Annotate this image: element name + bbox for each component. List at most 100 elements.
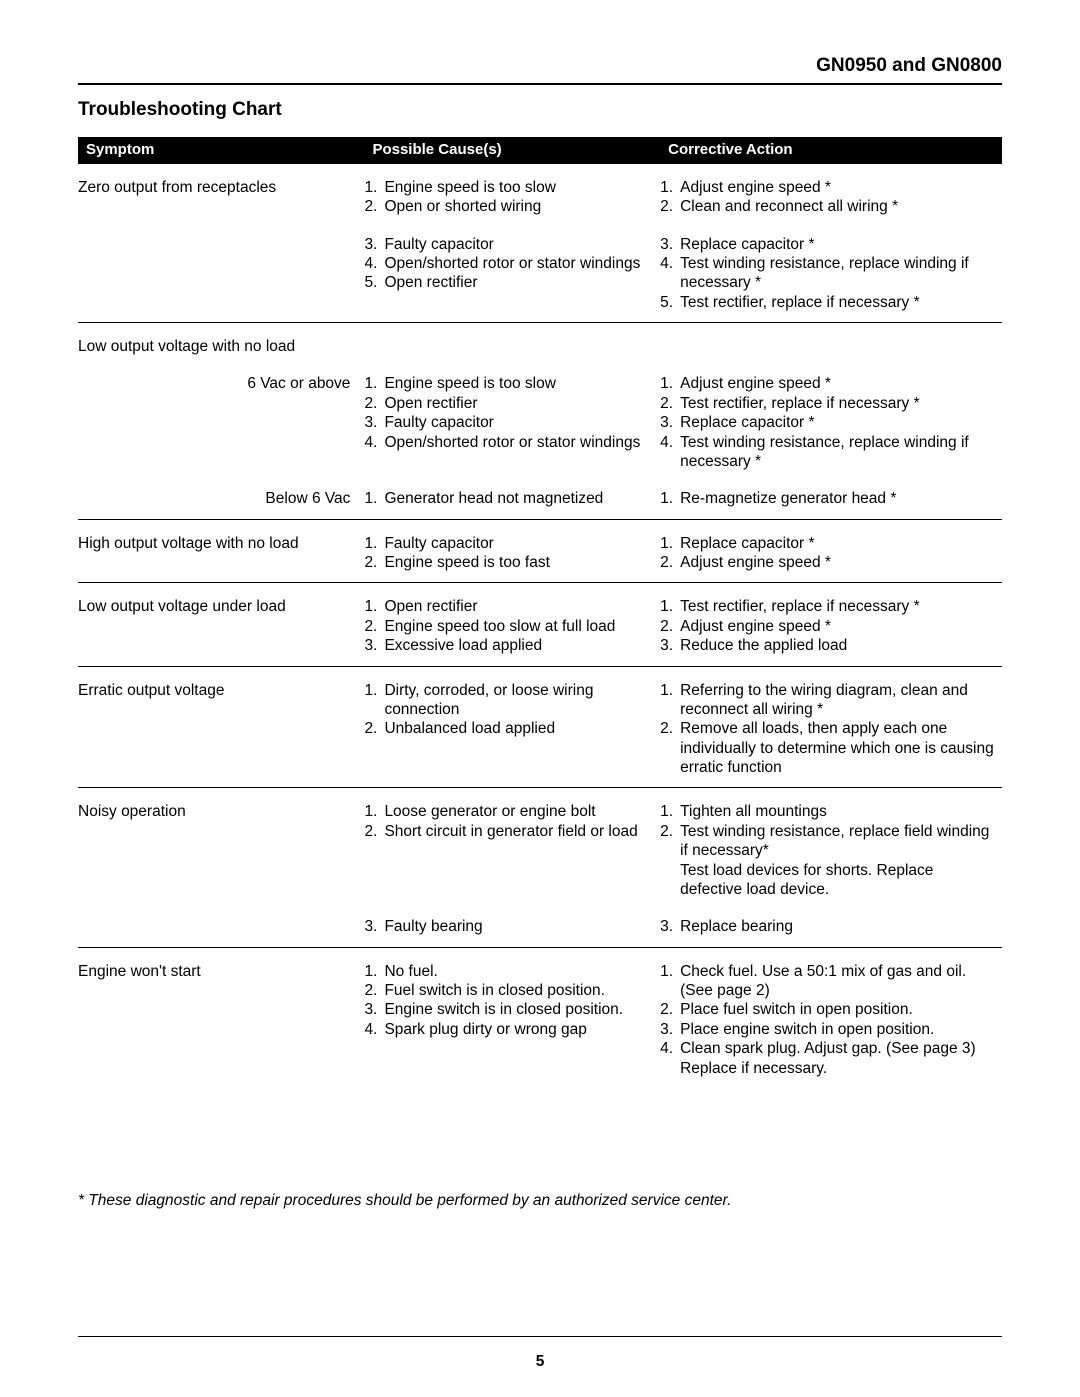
list-number: 2.	[364, 394, 384, 413]
list-item: 3.Faulty capacitor	[364, 413, 652, 432]
list-item: 2.Short circuit in generator field or lo…	[364, 822, 652, 841]
list-number: 2.	[364, 617, 384, 636]
list-number: 1.	[364, 534, 384, 553]
list-text: Test rectifier, replace if necessary *	[680, 394, 994, 413]
list-number: 5.	[660, 293, 680, 312]
list-text: Short circuit in generator field or load	[384, 822, 652, 841]
list-text: Excessive load applied	[384, 636, 652, 655]
list-item: 2.Remove all loads, then apply each one …	[660, 719, 994, 777]
numbered-list: 1.Check fuel. Use a 50:1 mix of gas and …	[660, 962, 994, 1078]
symptom-cell: Low output voltage with no load	[78, 333, 364, 360]
list-number: 1.	[660, 534, 680, 553]
list-number: 1.	[660, 178, 680, 197]
table-header-row: Symptom Possible Cause(s) Corrective Act…	[78, 137, 1002, 164]
list-text: Open rectifier	[384, 597, 652, 616]
action-cell: 1.Replace capacitor *2.Adjust engine spe…	[660, 530, 1002, 577]
symptom-cell: Low output voltage under load	[78, 593, 364, 659]
list-number: 2.	[660, 617, 680, 636]
numbered-list: 1.Referring to the wiring diagram, clean…	[660, 681, 994, 778]
list-item: 1.Replace capacitor *	[660, 534, 994, 553]
list-number: 2.	[660, 822, 680, 900]
numbered-list: 1.Re-magnetize generator head *	[660, 489, 994, 508]
action-cell: 1.Re-magnetize generator head *	[660, 485, 1002, 512]
list-number: 1.	[660, 962, 680, 1001]
list-item: 3.Place engine switch in open position.	[660, 1020, 994, 1039]
list-text: Test winding resistance, replace field w…	[680, 822, 994, 900]
table-row: Low output voltage under load1.Open rect…	[78, 593, 1002, 659]
list-item: 3.Replace capacitor *	[660, 235, 994, 254]
list-item: 1.Adjust engine speed *	[660, 374, 994, 393]
symptom-cell: Noisy operation	[78, 798, 364, 903]
list-text: Remove all loads, then apply each one in…	[680, 719, 994, 777]
list-item: 3.Replace bearing	[660, 917, 994, 936]
list-number: 1.	[364, 802, 384, 821]
list-item: 5.Open rectifier	[364, 273, 652, 292]
list-item: 4.Open/shorted rotor or stator windings	[364, 433, 652, 452]
list-number: 2.	[364, 719, 384, 738]
list-item: 2.Unbalanced load applied	[364, 719, 652, 738]
list-number: 1.	[660, 681, 680, 720]
table-subrow: 6 Vac or above1.Engine speed is too slow…	[78, 370, 1002, 475]
list-item: 1.No fuel.	[364, 962, 652, 981]
list-number: 3.	[364, 636, 384, 655]
list-text: Adjust engine speed *	[680, 553, 994, 572]
list-text: Faulty capacitor	[384, 235, 652, 254]
list-item: 3.Faulty bearing	[364, 917, 652, 936]
action-cell: 1.Referring to the wiring diagram, clean…	[660, 677, 1002, 782]
numbered-list: 1.Generator head not magnetized	[364, 489, 652, 508]
cause-cell: 1.Open rectifier2.Engine speed too slow …	[364, 593, 660, 659]
list-text: Open/shorted rotor or stator windings	[384, 254, 652, 273]
list-item: 2.Engine speed too slow at full load	[364, 617, 652, 636]
list-number: 1.	[364, 489, 384, 508]
action-cell: 3.Replace capacitor *4.Test winding resi…	[660, 231, 1002, 317]
list-text: Faulty bearing	[384, 917, 652, 936]
list-text: Re-magnetize generator head *	[680, 489, 994, 508]
list-number: 4.	[660, 433, 680, 472]
list-item: 2.Open or shorted wiring	[364, 197, 652, 216]
list-text: Test winding resistance, replace winding…	[680, 433, 994, 472]
list-text: Engine speed is too fast	[384, 553, 652, 572]
cause-cell: 1.Loose generator or engine bolt2.Short …	[364, 798, 660, 903]
list-number: 1.	[660, 489, 680, 508]
cause-cell: 1.Engine speed is too slow2.Open rectifi…	[364, 370, 660, 475]
symptom-cell: Zero output from receptacles	[78, 174, 364, 221]
list-item: 1.Engine speed is too slow	[364, 374, 652, 393]
list-text: Place fuel switch in open position.	[680, 1000, 994, 1019]
col-header-cause: Possible Cause(s)	[364, 137, 660, 164]
list-number: 3.	[364, 1000, 384, 1019]
symptom-cell: Engine won't start	[78, 958, 364, 1082]
list-text: Adjust engine speed *	[680, 178, 994, 197]
table-body: Zero output from receptacles1.Engine spe…	[78, 164, 1002, 1092]
list-item: 4.Test winding resistance, replace windi…	[660, 254, 994, 293]
top-rule	[78, 83, 1002, 85]
list-text: Generator head not magnetized	[384, 489, 652, 508]
list-text: Engine switch is in closed position.	[384, 1000, 652, 1019]
numbered-list: 1.Engine speed is too slow2.Open or shor…	[364, 178, 652, 217]
list-text: Place engine switch in open position.	[680, 1020, 994, 1039]
list-text: Referring to the wiring diagram, clean a…	[680, 681, 994, 720]
sub-symptom-label: Below 6 Vac	[78, 485, 364, 512]
list-number: 2.	[364, 822, 384, 841]
list-item: 4.Spark plug dirty or wrong gap	[364, 1020, 652, 1039]
symptom-cell	[78, 231, 364, 317]
header-model-line: GN0950 and GN0800	[78, 55, 1002, 83]
list-number: 3.	[364, 235, 384, 254]
list-text: Check fuel. Use a 50:1 mix of gas and oi…	[680, 962, 994, 1001]
list-item: 1.Re-magnetize generator head *	[660, 489, 994, 508]
sub-symptom-label: 6 Vac or above	[78, 370, 364, 475]
list-number: 4.	[364, 1020, 384, 1039]
numbered-list: 1.Adjust engine speed *2.Clean and recon…	[660, 178, 994, 217]
list-number: 3.	[660, 235, 680, 254]
list-number: 2.	[364, 981, 384, 1000]
list-item: 4.Test winding resistance, replace windi…	[660, 433, 994, 472]
numbered-list: 1.Open rectifier2.Engine speed too slow …	[364, 597, 652, 655]
list-item: 1.Referring to the wiring diagram, clean…	[660, 681, 994, 720]
list-number: 5.	[364, 273, 384, 292]
col-header-action: Corrective Action	[660, 137, 1002, 164]
numbered-list: 1.Test rectifier, replace if necessary *…	[660, 597, 994, 655]
list-number: 4.	[364, 433, 384, 452]
table-row: Engine won't start1.No fuel.2.Fuel switc…	[78, 958, 1002, 1082]
list-number: 3.	[364, 917, 384, 936]
list-number: 4.	[660, 1039, 680, 1078]
list-text: Faulty capacitor	[384, 413, 652, 432]
